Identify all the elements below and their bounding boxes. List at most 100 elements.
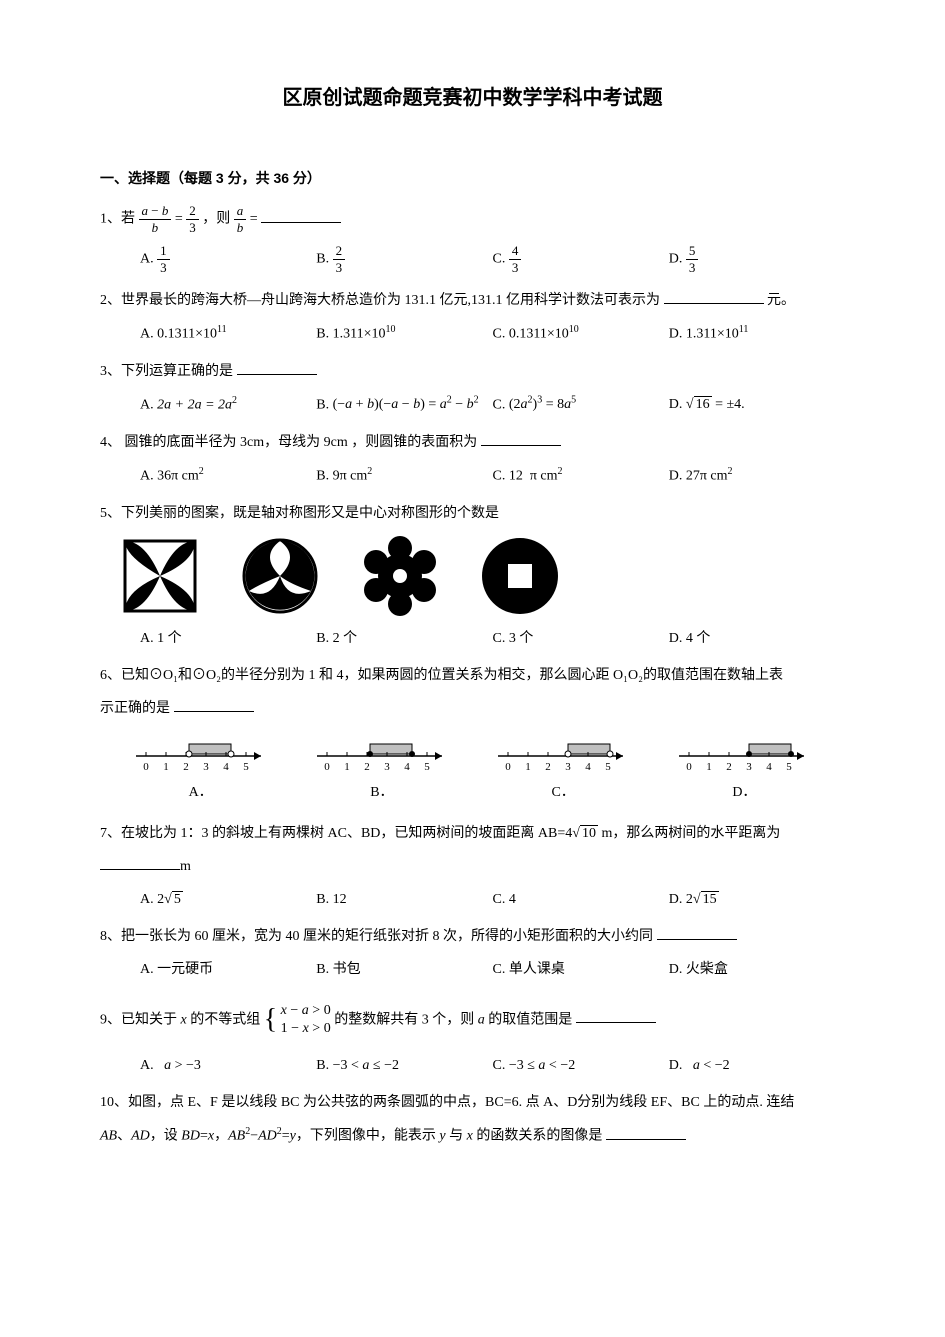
q1-pre: 1、若	[100, 212, 139, 227]
svg-text:2: 2	[364, 761, 370, 773]
blank	[237, 361, 317, 375]
q8-body: 8、把一张长为 60 厘米，宽为 40 厘米的矩行纸张对折 8 次，所得的小矩形…	[100, 929, 653, 944]
q4-options: A. 36π cm2 B. 9π cm2 C. 12 π cm2 D. 27π …	[100, 463, 845, 489]
q7-options: A. 2√5 B. 12 C. 4 D. 2√15	[100, 887, 845, 912]
question-5: 5、下列美丽的图案，既是轴对称图形又是中心对称图形的个数是 A. 1 个 B. …	[100, 501, 845, 651]
svg-text:1: 1	[707, 761, 713, 773]
svg-text:4: 4	[585, 761, 591, 773]
svg-text:5: 5	[243, 761, 249, 773]
q8-optB: B. 书包	[316, 957, 492, 982]
svg-text:4: 4	[767, 761, 773, 773]
q5-optC: C. 3 个	[493, 626, 669, 651]
q6-labA: A．	[131, 780, 271, 805]
q3-optC: C. (2a2)3 = 8a5	[493, 392, 669, 418]
svg-text:4: 4	[223, 761, 229, 773]
q10-line1: 10、如图，点 E、F 是以线段 BC 为公共弦的两条圆弧的中点，BC=6. 点…	[100, 1090, 845, 1115]
q7-post: m，那么两树间的水平距离为	[598, 826, 780, 841]
q5-optA: A. 1 个	[140, 626, 316, 651]
q1-optB: B. 23	[316, 243, 492, 275]
numline-B: 012345 B．	[312, 736, 452, 805]
q7-optB: B. 12	[316, 887, 492, 912]
pattern-1	[120, 536, 200, 616]
question-8: 8、把一张长为 60 厘米，宽为 40 厘米的矩行纸张对折 8 次，所得的小矩形…	[100, 924, 845, 982]
svg-text:3: 3	[747, 761, 753, 773]
question-2: 2、世界最长的跨海大桥—舟山跨海大桥总造价为 131.1 亿元,131.1 亿用…	[100, 288, 845, 347]
svg-text:5: 5	[787, 761, 793, 773]
frac-a-b: ab	[234, 203, 247, 235]
q2-post: 元。	[767, 293, 795, 308]
q9-ineq1: x − a > 0	[281, 1003, 331, 1018]
q5-patterns	[100, 536, 845, 616]
q10-line2: AB、AD，设 BD=x，AB2−AD2=y，下列图像中，能表示 y 与 x 的…	[100, 1123, 845, 1149]
question-7: 7、在坡比为 1：3 的斜坡上有两棵树 AC、BD，已知两树间的坡面距离 AB=…	[100, 821, 845, 913]
blank	[481, 432, 561, 446]
svg-text:2: 2	[545, 761, 551, 773]
q6-labC: C．	[493, 780, 633, 805]
q2-options: A. 0.1311×1011 B. 1.311×1010 C. 0.1311×1…	[100, 321, 845, 347]
blank	[664, 290, 764, 304]
q9-options: A. a > −3 B. −3 < a ≤ −2 C. −3 ≤ a < −2 …	[100, 1053, 845, 1078]
q9-ineq2: 1 − x > 0	[281, 1021, 331, 1036]
q2-optC: C. 0.1311×1010	[493, 321, 669, 347]
pattern-2	[240, 536, 320, 616]
q5-optD: D. 4 个	[669, 626, 845, 651]
svg-text:2: 2	[727, 761, 733, 773]
svg-text:4: 4	[404, 761, 410, 773]
q8-optA: A. 一元硬币	[140, 957, 316, 982]
q1-optC: C. 43	[493, 243, 669, 275]
svg-text:0: 0	[687, 761, 693, 773]
q2-body: 2、世界最长的跨海大桥—舟山跨海大桥总造价为 131.1 亿元,131.1 亿用…	[100, 293, 660, 308]
q7-pre: 7、在坡比为 1：3 的斜坡上有两棵树 AC、BD，已知两树间的坡面距离 AB=…	[100, 826, 572, 841]
svg-text:1: 1	[344, 761, 350, 773]
q7-optC: C. 4	[493, 887, 669, 912]
q3-body: 3、下列运算正确的是	[100, 364, 233, 379]
question-6: 6、已知⊙O₁和⊙O₂的半径分别为 1 和 4，如果两圆的位置关系为相交，那么圆…	[100, 663, 845, 806]
question-10: 10、如图，点 E、F 是以线段 BC 为公共弦的两条圆弧的中点，BC=6. 点…	[100, 1090, 845, 1149]
q1-post: =	[250, 212, 258, 227]
q4-body: 4、 圆锥的底面半径为 3cm，母线为 9cm ，则圆锥的表面积为	[100, 435, 481, 450]
q9-text: 9、已知关于 x 的不等式组 { x − a > 0 1 − x > 0 的整数…	[100, 995, 845, 1045]
svg-text:1: 1	[525, 761, 531, 773]
svg-text:5: 5	[605, 761, 611, 773]
svg-text:3: 3	[203, 761, 209, 773]
svg-text:3: 3	[565, 761, 571, 773]
q1-mid: ，则	[202, 212, 234, 227]
q2-optA: A. 0.1311×1011	[140, 321, 316, 347]
numline-C: 0 1 2 3 4 5 C．	[493, 736, 633, 805]
q3-optD: D. √16 = ±4.	[669, 392, 845, 418]
q9-post: 的整数解共有 3 个，则	[334, 1012, 478, 1027]
q7-blank-line: m	[100, 854, 845, 879]
q9-pre: 9、已知关于	[100, 1012, 181, 1027]
q6-text2: 示正确的是	[100, 701, 170, 716]
q8-text: 8、把一张长为 60 厘米，宽为 40 厘米的矩行纸张对折 8 次，所得的小矩形…	[100, 924, 845, 949]
q8-options: A. 一元硬币 B. 书包 C. 单人课桌 D. 火柴盒	[100, 957, 845, 982]
pattern-3	[360, 536, 440, 616]
question-1: 1、若 a − bb = 23 ，则 ab = A. 13 B. 23 C. 4…	[100, 203, 845, 275]
numline-D: 012345 D．	[674, 736, 814, 805]
q5-options: A. 1 个 B. 2 个 C. 3 个 D. 4 个	[100, 626, 845, 651]
q6-numlines: 0 1 2 3 4 5 A． 0 1 2 3 4 5 B．	[100, 736, 845, 805]
q7-unit: m	[180, 859, 191, 874]
pattern-4	[480, 536, 560, 616]
q1-options: A. 13 B. 23 C. 43 D. 53	[100, 243, 845, 275]
q9-optA: A. a > −3	[140, 1053, 316, 1078]
q2-optB: B. 1.311×1010	[316, 321, 492, 347]
svg-text:5: 5	[424, 761, 430, 773]
svg-text:0: 0	[324, 761, 330, 773]
q8-optC: C. 单人课桌	[493, 957, 669, 982]
svg-text:2: 2	[183, 761, 189, 773]
q3-optA: A. 2a + 2a = 2a2	[140, 392, 316, 418]
q1-optA: A. 13	[140, 243, 316, 275]
blank	[174, 698, 254, 712]
q6-line1: 6、已知⊙O₁和⊙O₂的半径分别为 1 和 4，如果两圆的位置关系为相交，那么圆…	[100, 663, 845, 688]
q6-labB: B．	[312, 780, 452, 805]
q9-optD: D. a < −2	[669, 1053, 845, 1078]
q7-text: 7、在坡比为 1：3 的斜坡上有两棵树 AC、BD，已知两树间的坡面距离 AB=…	[100, 821, 845, 846]
q4-optB: B. 9π cm2	[316, 463, 492, 489]
blank	[261, 209, 341, 223]
blank	[576, 1009, 656, 1023]
q9-optB: B. −3 < a ≤ −2	[316, 1053, 492, 1078]
frac-ab-b: a − bb	[139, 203, 172, 235]
svg-text:0: 0	[505, 761, 511, 773]
q8-optD: D. 火柴盒	[669, 957, 845, 982]
